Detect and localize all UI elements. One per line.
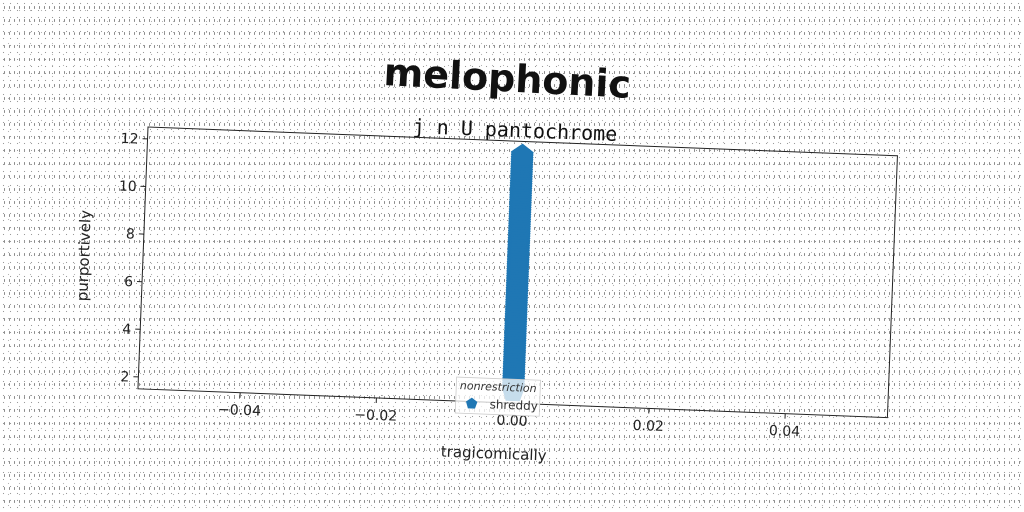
y-tick-label: 8 xyxy=(126,226,136,242)
legend: nonrestriction shreddy xyxy=(454,376,541,417)
scatter-series xyxy=(501,143,534,402)
legend-title: nonrestriction xyxy=(460,379,537,395)
y-tick-label: 2 xyxy=(120,369,130,385)
legend-label: shreddy xyxy=(489,397,538,413)
y-tick-label: 10 xyxy=(119,178,137,195)
legend-marker xyxy=(465,397,478,409)
x-axis: −0.04 −0.02 0.00 0.02 0.04 xyxy=(218,392,801,440)
x-tick-label: −0.04 xyxy=(218,402,262,420)
legend-box xyxy=(454,376,541,417)
x-axis-label: tragicomically xyxy=(441,442,548,464)
plot-area: −0.04 −0.02 0.00 0.02 0.04 2 4 6 8 10 12 tragicom… xyxy=(73,126,898,465)
x-tick-label: −0.02 xyxy=(354,407,397,425)
y-axis-label: purportively xyxy=(73,210,94,302)
y-tick-label: 6 xyxy=(124,274,134,290)
x-tick-label: 0.04 xyxy=(769,423,801,440)
y-axis: 2 4 6 8 10 12 xyxy=(119,131,148,386)
x-tick-label: 0.00 xyxy=(496,413,528,430)
scatter-point xyxy=(510,143,534,166)
y-tick-label: 4 xyxy=(122,322,132,338)
x-tick-label: 0.02 xyxy=(632,418,664,435)
y-tick-label: 12 xyxy=(120,131,138,148)
